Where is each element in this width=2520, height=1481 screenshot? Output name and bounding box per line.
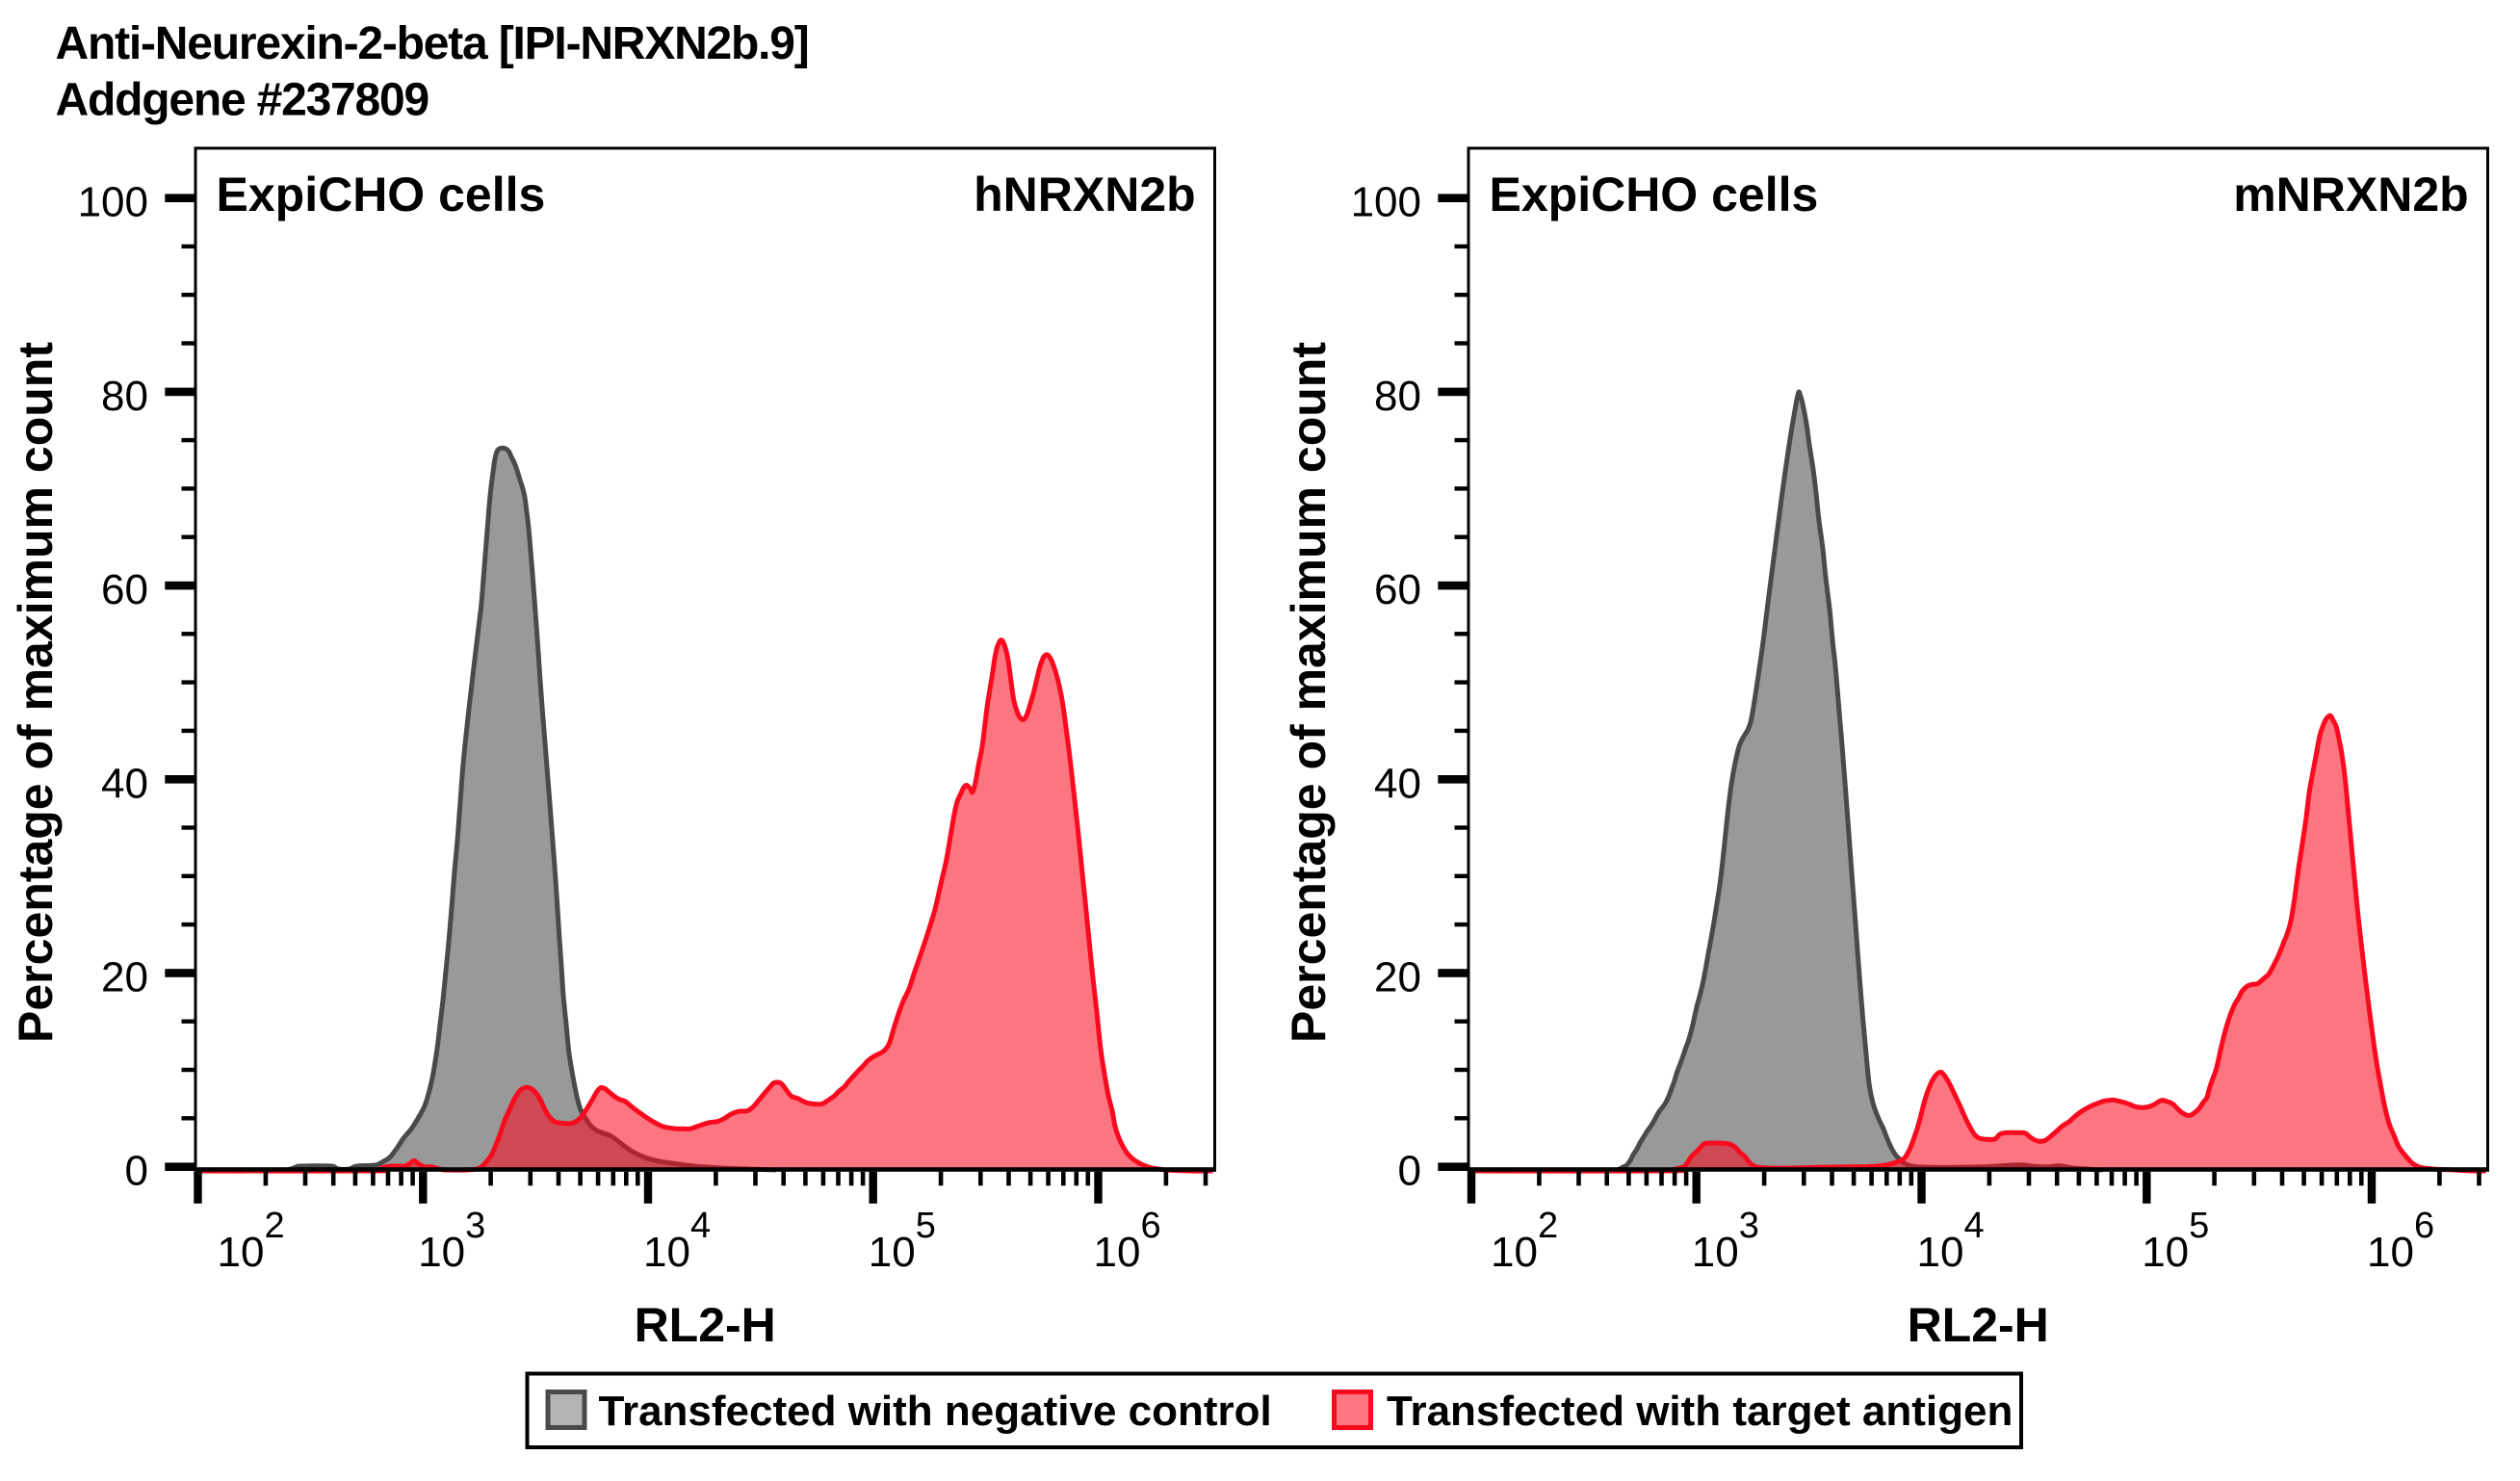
svg-text:20: 20 (1374, 954, 1421, 1001)
svg-text:Addgene #237809: Addgene #237809 (56, 75, 429, 126)
svg-text:ExpiCHO cells: ExpiCHO cells (217, 168, 546, 221)
svg-text:80: 80 (1374, 373, 1421, 420)
svg-text:Percentage of maximum count: Percentage of maximum count (1282, 342, 1336, 1043)
svg-text:hNRXN2b: hNRXN2b (974, 168, 1196, 221)
svg-text:Anti-Neurexin-2-beta [IPI-NRXN: Anti-Neurexin-2-beta [IPI-NRXN2b.9] (56, 18, 809, 69)
svg-text:40: 40 (101, 760, 148, 807)
svg-text:ExpiCHO cells: ExpiCHO cells (1490, 168, 1819, 221)
svg-text:0: 0 (1398, 1148, 1421, 1195)
svg-text:mNRXN2b: mNRXN2b (2233, 168, 2468, 221)
svg-text:Percentage of maximum count: Percentage of maximum count (9, 342, 63, 1043)
svg-text:20: 20 (101, 954, 148, 1001)
svg-text:0: 0 (125, 1148, 148, 1195)
svg-text:Transfected with negative cont: Transfected with negative control (599, 1388, 1272, 1435)
svg-text:60: 60 (1374, 566, 1421, 613)
svg-text:Transfected with target antige: Transfected with target antigen (1387, 1388, 2013, 1435)
svg-text:40: 40 (1374, 760, 1421, 807)
svg-text:60: 60 (101, 566, 148, 613)
svg-text:RL2-H: RL2-H (635, 1298, 776, 1352)
svg-text:80: 80 (101, 373, 148, 420)
svg-text:100: 100 (1351, 179, 1421, 226)
svg-text:RL2-H: RL2-H (1908, 1298, 2049, 1352)
svg-text:100: 100 (78, 179, 148, 226)
